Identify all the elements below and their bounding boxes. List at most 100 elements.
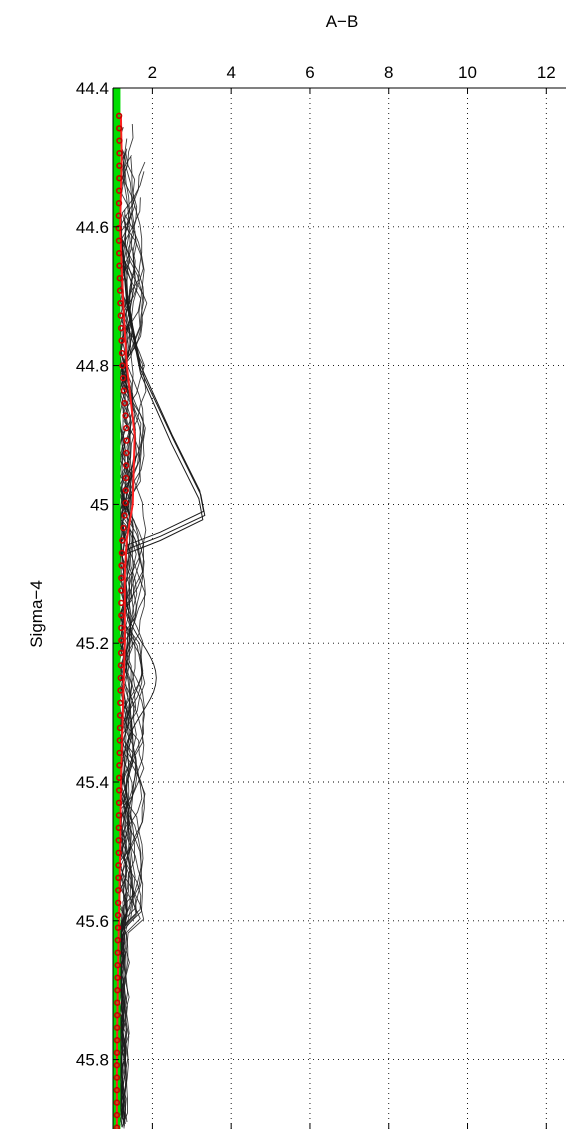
mean-marker (114, 911, 122, 919)
mean-marker (121, 399, 128, 407)
mean-marker (118, 599, 125, 607)
mean-marker (113, 1124, 121, 1129)
mean-marker (117, 687, 124, 694)
x-axis-title: A−B (326, 12, 359, 31)
mean-marker (123, 437, 130, 444)
mean-marker (122, 499, 129, 507)
mean-marker (114, 949, 121, 956)
mean-marker (120, 387, 128, 394)
y-tick-label: 45.2 (76, 634, 109, 653)
y-axis-title: Sigma−4 (27, 580, 46, 648)
mean-marker (118, 349, 126, 357)
mean-marker (115, 824, 123, 831)
mean-marker (122, 487, 130, 494)
mean-marker (116, 749, 123, 757)
mean-marker (113, 1086, 121, 1094)
spike-line (120, 230, 206, 551)
mean-marker (116, 737, 124, 744)
mean-line-path (115, 115, 136, 1129)
mean-marker (113, 1074, 121, 1081)
spike-line (120, 226, 205, 547)
y-tick-label: 45 (90, 495, 109, 514)
mean-marker (115, 849, 122, 856)
mean-marker (117, 312, 125, 319)
mean-marker (115, 212, 123, 219)
mean-marker (116, 162, 123, 169)
mean-marker (113, 1024, 121, 1031)
mean-marker (115, 862, 122, 869)
mean-marker (116, 275, 124, 282)
mean-marker (116, 262, 123, 269)
y-tick-label: 45.6 (76, 912, 109, 931)
mean-markers (113, 112, 130, 1129)
mean-marker (122, 474, 130, 482)
mean-marker (118, 337, 125, 344)
mean-marker (116, 150, 123, 157)
mean-marker (123, 449, 130, 457)
mean-marker (115, 125, 123, 132)
x-tick-label: 8 (384, 63, 393, 82)
mean-marker (113, 1061, 121, 1069)
mean-marker (115, 187, 123, 194)
mean-marker (115, 225, 122, 232)
mean-marker (114, 936, 122, 944)
mean-marker (117, 699, 124, 707)
mean-marker (122, 462, 130, 469)
mean-marker (113, 1099, 121, 1106)
mean-marker (113, 1036, 121, 1044)
mean-marker (115, 112, 123, 120)
mean-marker (113, 1011, 121, 1019)
mean-marker (117, 662, 125, 669)
mean-marker (114, 999, 121, 1006)
mean-marker (114, 924, 122, 931)
mean-marker (117, 299, 124, 307)
mean-marker (118, 562, 125, 569)
y-tick-label: 44.8 (76, 357, 109, 376)
grid-lines (113, 87, 566, 1129)
mean-marker (119, 374, 127, 382)
mean-marker (113, 1049, 121, 1056)
mean-marker (115, 237, 123, 244)
mean-line (115, 115, 136, 1129)
mean-marker (115, 812, 123, 819)
mean-marker (117, 324, 125, 332)
mean-marker (120, 524, 127, 532)
x-tick-label: 4 (226, 63, 235, 82)
y-tick-label: 44.4 (76, 79, 109, 98)
mean-marker (115, 837, 122, 844)
mean-marker (118, 587, 125, 594)
mean-marker (115, 887, 122, 894)
mean-marker (123, 424, 130, 432)
mean-marker (115, 799, 123, 806)
mean-marker (115, 200, 123, 207)
mean-marker (119, 362, 126, 369)
mean-marker (117, 649, 125, 657)
mean-marker (116, 137, 123, 144)
y-tick-label: 45.8 (76, 1051, 109, 1070)
spike-lines (120, 226, 206, 555)
mean-marker (121, 512, 128, 519)
mean-marker (115, 787, 123, 794)
mean-marker (113, 1111, 121, 1119)
mean-marker (118, 549, 126, 557)
mean-marker (122, 412, 129, 419)
mean-marker (115, 250, 123, 257)
mean-marker (119, 537, 126, 544)
mean-marker (116, 724, 124, 732)
x-tick-label: 6 (305, 63, 314, 82)
mean-marker (116, 762, 123, 769)
spike-line (120, 235, 204, 555)
mean-marker (114, 961, 121, 969)
mean-marker (117, 674, 124, 682)
y-tick-label: 44.6 (76, 218, 109, 237)
mean-marker (116, 712, 124, 719)
axes: 2 4 6 8 10 12 44.4 44.6 44.8 45 45.2 45.4 45.6 45.8 (76, 63, 566, 1129)
mean-marker (115, 874, 122, 881)
mean-marker (118, 574, 125, 582)
x-tick-label: 2 (148, 63, 157, 82)
mean-marker (116, 175, 123, 182)
mean-marker (114, 899, 122, 906)
y-tick-label: 45.4 (76, 773, 109, 792)
mean-marker (118, 624, 125, 632)
